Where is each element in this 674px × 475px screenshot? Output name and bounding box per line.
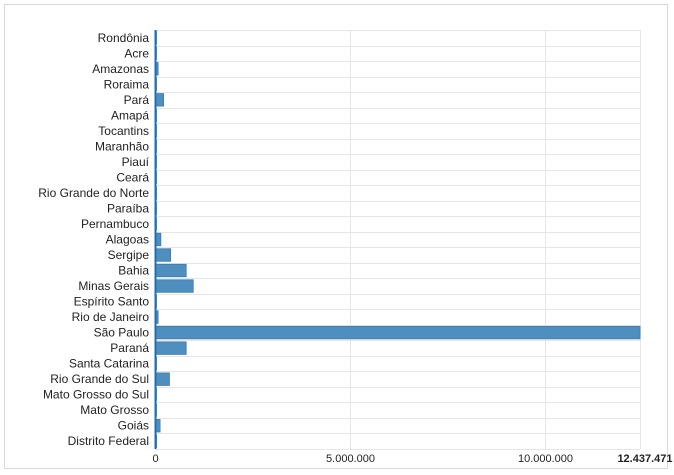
category-label: Piauí <box>122 155 150 169</box>
x-tick-label: 5.000.000 <box>326 453 375 465</box>
category-label: Goiás <box>118 419 149 433</box>
category-label: Espírito Santo <box>74 295 150 309</box>
grid-layer <box>155 30 641 450</box>
category-label: Rio de Janeiro <box>72 310 150 324</box>
category-label: Mato Grosso do Sul <box>43 388 149 402</box>
bar[interactable] <box>154 279 194 293</box>
bar-layer <box>154 31 641 448</box>
category-label: Tocantins <box>98 124 149 138</box>
category-label: Alagoas <box>106 233 149 247</box>
category-label: Distrito Federal <box>68 434 149 448</box>
category-label: Maranhão <box>95 139 149 153</box>
bar[interactable] <box>154 325 641 340</box>
category-label: Ceará <box>116 170 149 184</box>
category-label: Paraná <box>110 341 149 355</box>
x-tick-label: 0 <box>152 453 158 465</box>
x-tick-label: 10.000.000 <box>518 453 573 465</box>
x-tick-label: 12.437.471 <box>617 453 672 465</box>
category-label: Bahia <box>118 264 149 278</box>
bar[interactable] <box>154 372 170 386</box>
bar[interactable] <box>154 263 187 278</box>
chart-frame <box>4 4 668 469</box>
category-label: Paraíba <box>107 201 149 215</box>
category-label: Roraima <box>104 77 150 91</box>
category-label: Pernambuco <box>81 217 149 231</box>
tick-label-layer: 0 5.000.000 10.000.000 12.437.471 <box>152 453 672 465</box>
bar[interactable] <box>154 248 171 262</box>
category-label: São Paulo <box>94 326 150 340</box>
category-label: Rio Grande do Sul <box>50 372 149 386</box>
category-label: Amazonas <box>92 62 149 76</box>
category-label: Amapá <box>111 108 149 122</box>
category-label: Acre <box>124 46 149 60</box>
category-label: Minas Gerais <box>78 279 149 293</box>
category-label: Santa Catarina <box>69 357 149 371</box>
category-label: Rio Grande do Norte <box>38 186 149 200</box>
bar[interactable] <box>154 341 187 355</box>
category-label: Rondônia <box>98 31 150 45</box>
category-label: Sergipe <box>108 248 150 262</box>
category-label: Pará <box>124 93 150 107</box>
category-label: Mato Grosso <box>80 403 149 417</box>
